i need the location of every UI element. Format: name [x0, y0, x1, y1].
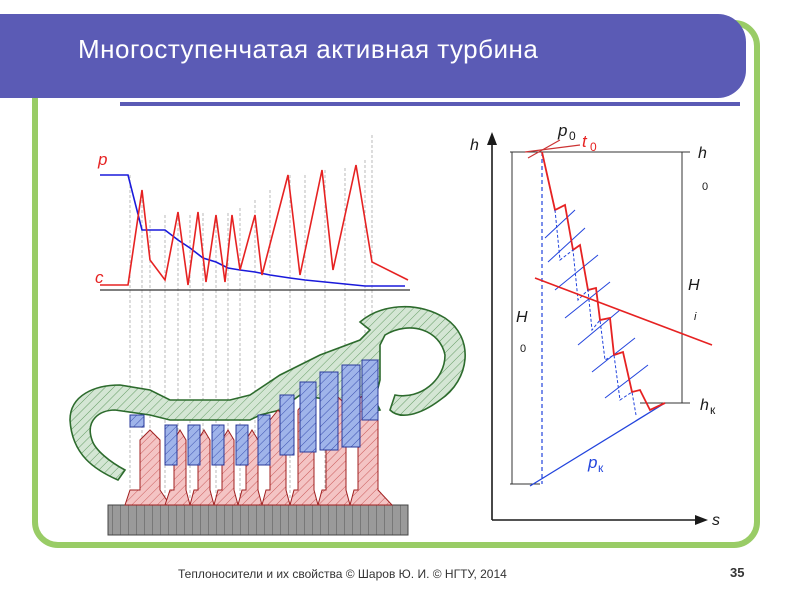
pk-label: p — [587, 453, 597, 472]
H0-subscript: 0 — [520, 343, 526, 355]
page-number: 35 — [730, 565, 745, 580]
footer-text: Теплоносители и их свойства © Шаров Ю. И… — [178, 567, 507, 581]
slide-title: Многоступенчатая активная турбина — [78, 34, 539, 64]
t0-subscript: 0 — [590, 140, 597, 154]
Hi-line — [534, 277, 713, 346]
h-axis-label: h — [470, 137, 479, 154]
title-bar — [0, 14, 746, 98]
pk-subscript: к — [598, 461, 604, 475]
p0-subscript: 0 — [569, 129, 576, 143]
p-label: p — [97, 150, 107, 169]
turbine-casing — [69, 305, 466, 481]
hk-subscript: к — [710, 403, 716, 417]
h0-label: h — [698, 145, 707, 162]
rotor-shaft — [107, 504, 409, 536]
H0-label: H — [516, 309, 528, 326]
s-axis-arrow — [695, 515, 708, 525]
turbine-cross-section — [69, 305, 466, 536]
pk-isobar — [529, 402, 666, 487]
c-label: c — [95, 268, 104, 287]
p0-label: p — [557, 121, 567, 140]
s-axis-label: s — [712, 512, 720, 529]
intermediate-isobars — [544, 209, 649, 399]
h0-subscript: 0 — [702, 181, 708, 193]
actual-process-dashed — [554, 209, 637, 416]
h-axis-arrow — [487, 132, 497, 145]
t0-label: t — [582, 132, 588, 151]
expansion-process-line — [541, 151, 666, 412]
title-underline — [120, 102, 740, 106]
Hi-label: H — [688, 277, 700, 294]
t0-isotherm — [524, 144, 581, 153]
velocity-line — [100, 164, 409, 286]
hs-diagram: h s p 0 t 0 h 0 H 0 H i h к p к — [470, 121, 720, 529]
turbine-blades — [129, 359, 379, 466]
pressure-line — [100, 174, 405, 287]
Hi-subscript: i — [694, 311, 697, 323]
hk-label: h — [700, 397, 709, 414]
